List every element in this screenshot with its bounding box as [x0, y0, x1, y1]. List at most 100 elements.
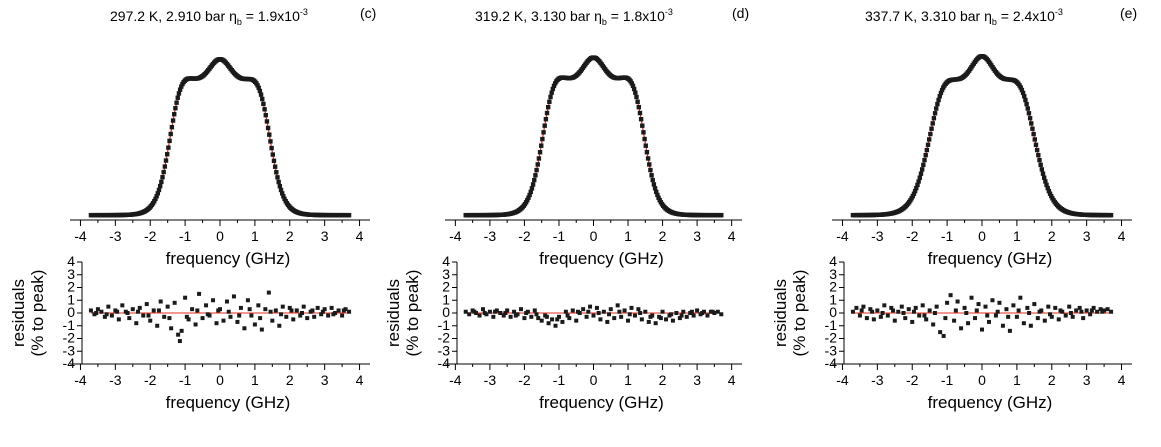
spectrum-fit-line-1: [465, 56, 722, 216]
spectrum-data-point-1: [656, 195, 661, 200]
spectrum-data-point-1: [544, 110, 550, 116]
residual-data-point-1: [660, 309, 665, 314]
spectrum-data-point-0: [179, 84, 184, 89]
residual-y-tick-label-2: 4: [829, 253, 837, 269]
residual-data-point-1: [567, 316, 572, 321]
spectrum-data-point-2: [1031, 131, 1036, 137]
spectrum-data-point-2: [921, 162, 926, 168]
residual-x-tick-label-1: -3: [484, 372, 497, 388]
spectrum-data-point-1: [542, 123, 547, 128]
spectrum-x-tick-label-2: 2: [1048, 228, 1056, 244]
spectrum-data-point-0: [161, 169, 166, 175]
spectrum-x-tick-label-0: -3: [109, 228, 122, 244]
residual-data-point-2: [952, 318, 957, 323]
residual-data-point-2: [880, 311, 885, 315]
residual-data-point-2: [868, 307, 873, 312]
spectrum-data-point-0: [257, 88, 263, 94]
residual-data-point-1: [638, 311, 643, 315]
panel-letter-0: (c): [360, 5, 376, 21]
residual-data-point-0: [172, 300, 177, 305]
residual-data-point-0: [263, 307, 268, 312]
residual-data-point-0: [106, 304, 111, 309]
residual-data-point-1: [596, 311, 601, 315]
residual-data-point-2: [985, 313, 990, 318]
spectrum-data-point-1: [539, 143, 544, 148]
spectrum-data-point-1: [541, 130, 546, 135]
residual-data-point-2: [1058, 308, 1063, 313]
spectrum-data-point-1: [650, 177, 655, 183]
spectrum-data-point-1: [533, 173, 538, 178]
spectrum-data-point-1: [548, 94, 553, 100]
residual-data-point-1: [581, 307, 586, 312]
residual-data-point-0: [226, 309, 231, 314]
spectrum-data-point-2: [928, 131, 933, 137]
spectrum-data-point-2: [1038, 162, 1043, 168]
spectrum-data-point-0: [265, 125, 271, 131]
residual-data-point-2: [891, 308, 896, 313]
spectrum-data-point-2: [911, 191, 917, 196]
residual-data-point-1: [565, 313, 570, 318]
residual-y-tick-label-0: 0: [67, 304, 75, 320]
residual-data-point-2: [932, 311, 937, 315]
residual-data-point-0: [280, 304, 285, 309]
residual-data-point-2: [857, 313, 862, 318]
residual-x-tick-label-1: 0: [590, 372, 598, 388]
panel-title-2: 337.7 K, 3.310 bar ηb = 2.4x10-3: [865, 7, 1063, 27]
spectrum-data-point-1: [633, 90, 638, 95]
residual-data-point-1: [550, 317, 555, 322]
residual-y-tick-label-2: 2: [829, 279, 837, 295]
residual-data-point-0: [193, 322, 198, 327]
spectrum-data-point-2: [914, 185, 919, 191]
spectrum-data-point-2: [939, 87, 945, 93]
residual-data-point-2: [1077, 305, 1082, 310]
spectrum-data-point-2: [937, 94, 942, 99]
residual-data-point-1: [524, 311, 529, 315]
residual-y-tick-label-0: -1: [63, 317, 76, 333]
residual-data-point-1: [491, 314, 496, 319]
residual-y-tick-label-2: -1: [825, 317, 838, 333]
residual-data-point-0: [137, 305, 142, 310]
residual-data-point-2: [922, 313, 927, 318]
spectrum-data-point-1: [549, 90, 554, 95]
spectrum-data-point-2: [1045, 185, 1050, 191]
spectrum-data-point-1: [649, 173, 654, 178]
residual-y-tick-label-2: -3: [825, 342, 838, 358]
residual-data-point-0: [116, 317, 121, 322]
residual-data-point-2: [1053, 305, 1058, 310]
spectrum-data-point-0: [256, 85, 261, 91]
spectrum-fit-line-0: [90, 58, 350, 216]
residual-data-point-1: [529, 314, 534, 319]
residual-y-tick-label-1: 0: [442, 304, 450, 320]
spectrum-data-point-2: [1018, 85, 1023, 90]
residual-x-tick-label-1: -4: [449, 372, 462, 388]
residual-x-tick-label-2: -2: [906, 372, 919, 388]
spectrum-data-point-1: [631, 86, 637, 92]
spectrum-data-point-2: [1029, 121, 1034, 126]
residual-data-point-0: [224, 299, 229, 304]
residual-data-point-1: [608, 307, 613, 312]
spectrum-data-point-1: [530, 182, 536, 187]
residual-y-tick-label-0: 1: [67, 291, 75, 307]
residual-data-point-1: [632, 313, 637, 318]
residual-data-point-0: [228, 314, 233, 319]
residual-data-point-2: [1088, 312, 1093, 317]
residual-data-point-1: [467, 312, 472, 317]
residual-data-point-0: [169, 326, 174, 331]
residual-data-point-1: [664, 317, 669, 322]
residual-data-point-0: [238, 305, 243, 310]
spectrum-data-point-2: [1043, 179, 1048, 184]
residual-data-point-0: [310, 308, 315, 313]
residual-y-tick-label-1: 4: [442, 253, 450, 269]
residual-data-point-1: [670, 318, 675, 323]
residual-data-point-2: [969, 295, 974, 300]
residual-data-point-2: [906, 307, 911, 312]
spectrum-data-point-2: [929, 126, 934, 131]
residual-data-point-0: [214, 321, 219, 326]
residual-data-point-2: [1035, 316, 1040, 321]
spectrum-x-tick-label-1: 3: [693, 228, 701, 244]
residual-data-point-0: [221, 318, 226, 323]
residual-y-label-2: residuals(% to peak): [771, 270, 809, 357]
residual-data-point-2: [931, 322, 936, 327]
residual-data-point-0: [204, 303, 209, 308]
residual-data-point-2: [938, 330, 943, 335]
